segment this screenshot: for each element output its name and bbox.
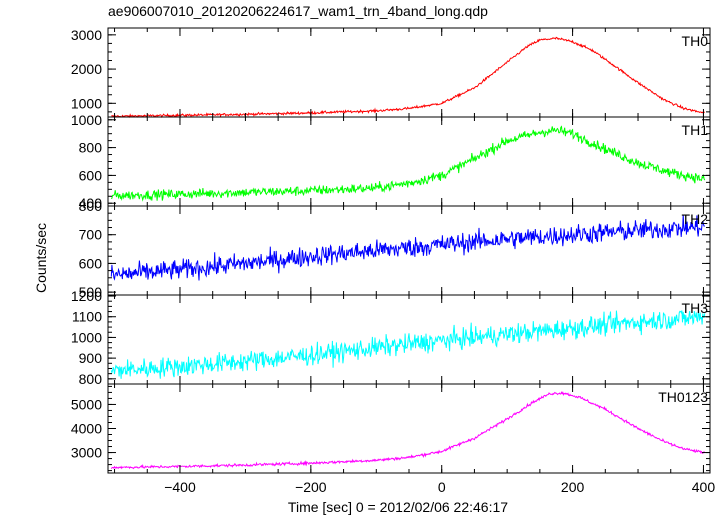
y-tick-label: 1100 bbox=[72, 309, 102, 325]
panel-frame bbox=[107, 383, 711, 474]
y-tick-label: 1200 bbox=[71, 288, 102, 304]
y-tick-label: 2000 bbox=[71, 61, 102, 77]
series-line-th2 bbox=[110, 214, 705, 281]
series-label-th1: TH1 bbox=[682, 122, 709, 138]
series-label-th0: TH0 bbox=[682, 33, 709, 49]
panel-th0123: 3000 4000 5000 TH0123 bbox=[71, 383, 711, 474]
y-tick-label: 800 bbox=[79, 140, 103, 156]
y-tick-label: 1000 bbox=[71, 95, 102, 111]
chart-title: ae906007010_20120206224617_wam1_trn_4ban… bbox=[108, 3, 488, 19]
series-label-th0123: TH0123 bbox=[658, 389, 708, 405]
x-tick-label: −200 bbox=[295, 479, 327, 495]
y-tick-label: 5000 bbox=[71, 396, 102, 412]
x-tick-label: −400 bbox=[164, 479, 196, 495]
y-tick-label: 3000 bbox=[71, 27, 102, 43]
x-axis-label: Time [sec] 0 = 2012/02/06 22:46:17 bbox=[288, 499, 508, 515]
x-tick-label: 200 bbox=[561, 479, 585, 495]
panel-th1: 400 600 800 1000 TH1 bbox=[71, 112, 711, 211]
y-tick-label: 4000 bbox=[71, 421, 102, 437]
y-axis-label: Counts/sec bbox=[33, 223, 49, 293]
y-tick-label: 1000 bbox=[71, 112, 102, 128]
y-tick-label: 1000 bbox=[71, 329, 102, 345]
panel-th0: 1000 2000 3000 TH0 bbox=[71, 27, 711, 119]
panel-frame bbox=[107, 27, 711, 118]
series-label-th2: TH2 bbox=[682, 211, 709, 227]
y-tick-label: 800 bbox=[79, 198, 103, 214]
y-tick-label: 500 bbox=[79, 284, 103, 300]
series-line-th1 bbox=[110, 125, 706, 202]
series-line-th0123 bbox=[110, 391, 706, 470]
y-tick-label: 800 bbox=[79, 371, 103, 387]
panel-th2: 500 600 700 800 TH2 bbox=[79, 198, 711, 300]
y-tick-label: 3000 bbox=[71, 445, 102, 461]
series-line-th0 bbox=[111, 36, 705, 119]
panel-frame bbox=[107, 294, 711, 385]
y-tick-label: 700 bbox=[79, 227, 103, 243]
panel-frame bbox=[107, 205, 711, 296]
y-tick-label: 400 bbox=[79, 195, 103, 211]
x-tick-label: 400 bbox=[692, 479, 716, 495]
y-tick-label: 600 bbox=[79, 255, 103, 271]
series-line-th3 bbox=[110, 310, 706, 379]
panel-th3: 800 900 1000 1100 1200 TH3 bbox=[71, 288, 711, 387]
y-tick-label: 600 bbox=[79, 167, 103, 183]
x-tick-label: 0 bbox=[438, 479, 446, 495]
series-label-th3: TH3 bbox=[682, 300, 709, 316]
y-tick-label: 900 bbox=[79, 350, 103, 366]
